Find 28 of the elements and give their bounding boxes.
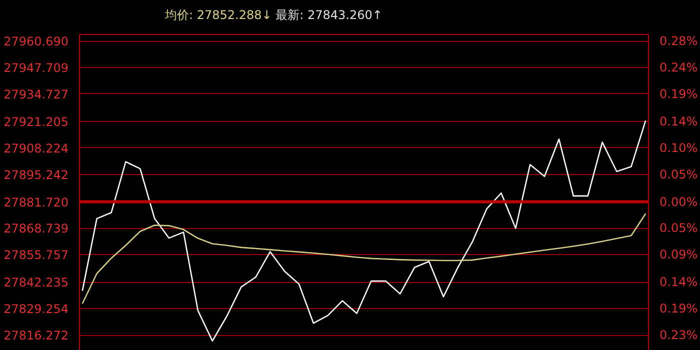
y-tick-label: 27881.720 [4, 195, 69, 210]
y2-tick-label: 0.28% [660, 34, 698, 48]
y-tick-label: 27947.709 [4, 60, 69, 75]
y2-tick-label: 0.19% [660, 302, 698, 316]
y-tick-label: 27842.235 [4, 276, 69, 290]
y-tick-label: 27960.690 [4, 34, 69, 49]
y2-tick-label: 0.14% [660, 114, 698, 128]
y2-tick-label: 0.05% [660, 221, 698, 236]
line-series [82, 213, 646, 304]
chart-title: 均价: 27852.288↓ [165, 8, 272, 22]
y2-tick-label: 0.23% [660, 328, 698, 342]
y2-tick-label: 0.05% [660, 167, 698, 182]
y2-tick-label: 0.10% [660, 140, 698, 155]
y2-tick-label: 0.09% [660, 248, 698, 262]
y2-tick-label: 0.00% [660, 194, 698, 209]
y-tick-label: 27908.224 [4, 141, 69, 156]
line-series [82, 120, 646, 342]
chart-subtitle: 最新: 27843.260↑ [276, 8, 382, 22]
y2-tick-label: 0.24% [660, 60, 698, 74]
y-tick-label: 27829.254 [4, 302, 69, 316]
y2-tick-label: 0.14% [660, 275, 698, 290]
y-tick-label: 27868.739 [4, 222, 69, 236]
y-tick-label: 27895.242 [4, 168, 69, 182]
y-tick-label: 27855.757 [4, 248, 69, 262]
y-tick-label: 27921.205 [4, 114, 69, 129]
y-tick-label: 27816.272 [4, 328, 69, 343]
y2-tick-label: 0.19% [660, 86, 698, 101]
y-tick-label: 27934.727 [4, 87, 69, 102]
